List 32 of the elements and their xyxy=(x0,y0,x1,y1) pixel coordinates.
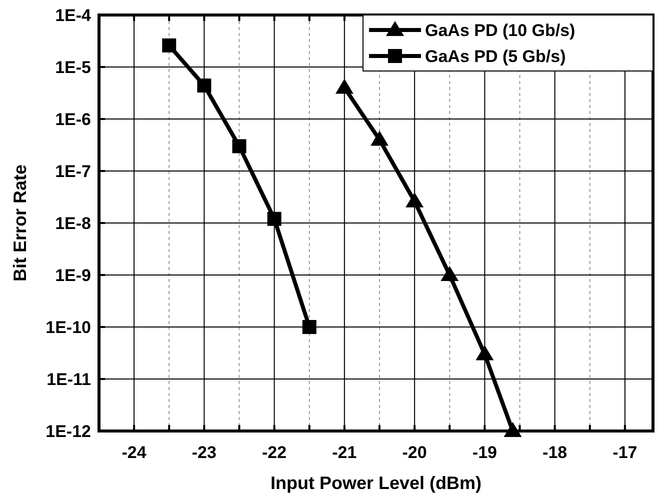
x-axis-title: Input Power Level (dBm) xyxy=(270,473,482,493)
x-tick-label: -20 xyxy=(402,443,427,462)
point xyxy=(440,266,459,281)
point xyxy=(197,78,212,93)
point xyxy=(476,345,494,360)
x-tick-label: -18 xyxy=(542,443,568,462)
y-tick-label: 1E-11 xyxy=(46,370,91,389)
y-axis-title: Bit Error Rate xyxy=(10,164,30,282)
point xyxy=(406,192,424,208)
y-tick-label: 1E-10 xyxy=(46,318,91,337)
y-tick-label: 1E-6 xyxy=(55,110,91,129)
point xyxy=(302,320,316,334)
point xyxy=(267,212,282,226)
x-tick-label: -24 xyxy=(122,443,147,462)
y-tick-label: 1E-12 xyxy=(46,422,91,441)
x-tick-label: -17 xyxy=(612,443,638,462)
point xyxy=(504,422,522,437)
x-tick-label: -22 xyxy=(262,443,287,462)
y-tick-label: 1E-9 xyxy=(55,266,91,285)
point xyxy=(232,139,246,154)
legend-label: GaAs PD (5 Gb/s) xyxy=(425,46,566,66)
x-tick-label: -21 xyxy=(332,443,357,462)
x-tick-label: -19 xyxy=(472,443,497,462)
y-tick-label: 1E-7 xyxy=(55,162,91,181)
x-tick-label: -23 xyxy=(192,443,216,462)
y-tick-label: 1E-5 xyxy=(55,58,91,77)
legend-label: GaAs PD (10 Gb/s) xyxy=(425,20,576,40)
point xyxy=(370,130,389,146)
point xyxy=(162,38,176,52)
point xyxy=(335,78,354,94)
y-tick-label: 1E-4 xyxy=(55,6,92,25)
y-tick-label: 1E-8 xyxy=(55,214,91,233)
